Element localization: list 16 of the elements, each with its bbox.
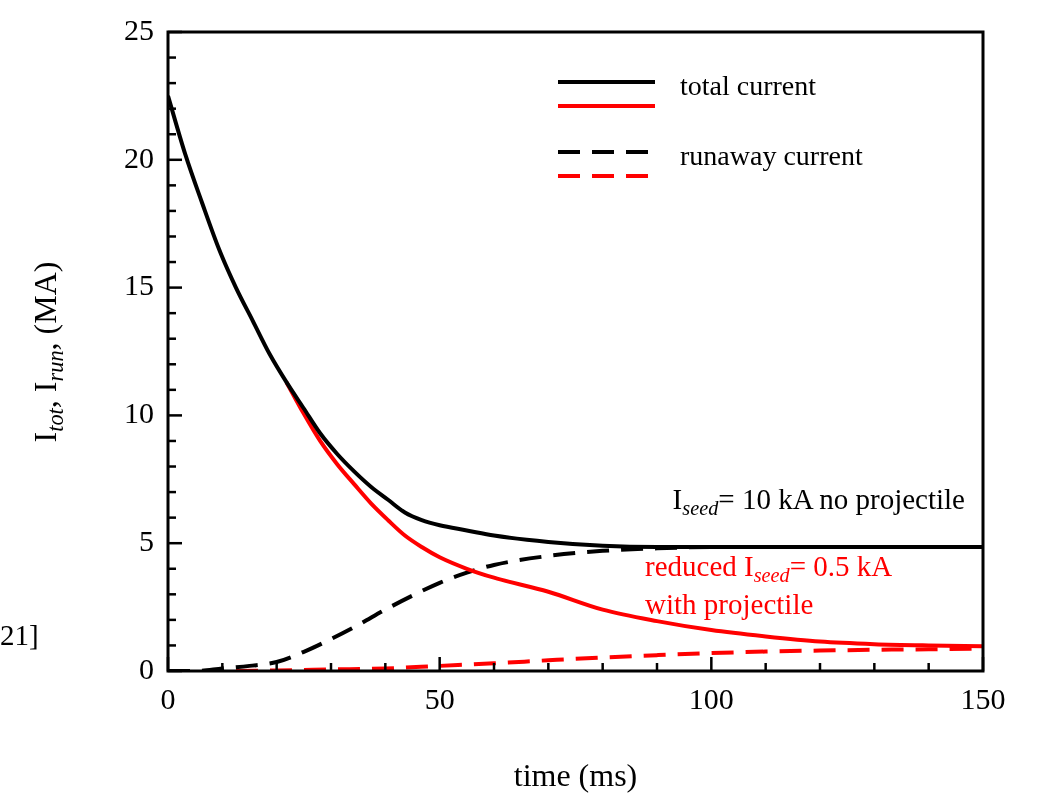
y-tick-label: 20 bbox=[124, 140, 154, 174]
y-tick-label: 10 bbox=[124, 396, 154, 430]
annotation: I$_{seed}$= 10 kA no projectile bbox=[672, 482, 965, 520]
y-tick-label: 5 bbox=[139, 524, 154, 558]
x-tick-label: 0 bbox=[160, 681, 176, 715]
y-tick-label: 15 bbox=[124, 268, 154, 302]
x-tick-label: 50 bbox=[424, 681, 455, 715]
x-tick-label: 150 bbox=[960, 681, 1006, 715]
text: 21] bbox=[0, 618, 39, 653]
x-tick-label: 100 bbox=[688, 681, 734, 715]
y-tick-label: 0 bbox=[139, 651, 154, 685]
legend-label: runaway current bbox=[680, 140, 863, 172]
x-axis-title: time (ms) bbox=[513, 756, 638, 794]
y-tick-label: 25 bbox=[124, 12, 154, 46]
annotation: reduced I$_{seed}$= 0.5 kA with projectile bbox=[645, 549, 893, 622]
legend-label: total current bbox=[680, 70, 817, 102]
